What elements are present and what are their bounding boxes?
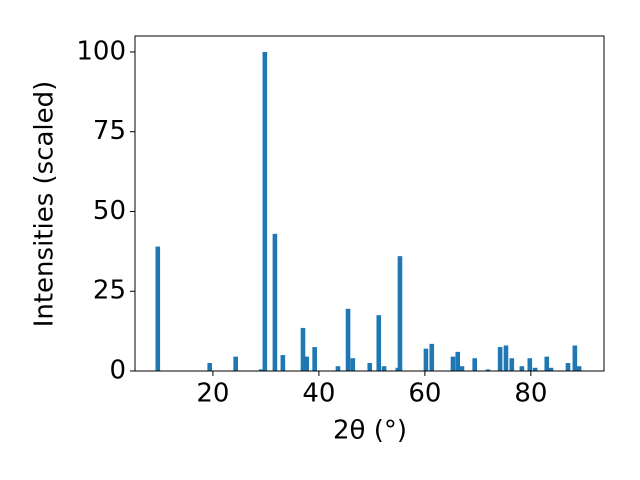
y-tick-label: 25 [93,276,126,306]
x-tick-label: 60 [408,379,441,409]
y-tick-label: 75 [93,116,126,146]
bar [397,256,403,371]
bar [576,366,582,371]
bar [155,246,161,371]
bar [509,358,515,371]
bar [207,363,213,371]
bar [572,345,578,371]
bar [429,343,435,371]
bar [459,366,465,371]
bar [532,367,538,371]
bar [233,356,238,371]
bar [335,366,341,371]
bar [350,358,356,371]
y-tick-label: 0 [109,356,126,386]
bar [304,356,310,371]
y-axis-label: Intensities (scaled) [30,81,60,328]
y-tick-label: 50 [93,196,126,226]
bar [503,345,509,371]
bar [497,347,503,371]
bar [485,369,491,371]
bar [548,367,554,371]
bar [300,327,306,371]
bar [519,366,525,371]
bar [312,347,317,371]
bar [376,315,382,371]
bar [367,363,373,371]
bar [472,358,477,371]
x-tick-label: 40 [302,379,335,409]
y-tick-label: 100 [76,36,126,66]
bar [262,51,268,371]
bar [258,369,264,371]
bar [381,366,387,371]
bar [565,363,571,371]
plot-frame [134,35,605,372]
bar [272,233,278,371]
bar [423,348,429,371]
bar [544,356,550,371]
bar [450,356,456,371]
bar [280,355,286,371]
x-axis-label: 2θ (°) [333,416,407,446]
bar [527,358,533,371]
bar [345,308,351,371]
x-tick-label: 20 [196,379,229,409]
x-tick-label: 80 [514,379,547,409]
bar [455,351,461,371]
